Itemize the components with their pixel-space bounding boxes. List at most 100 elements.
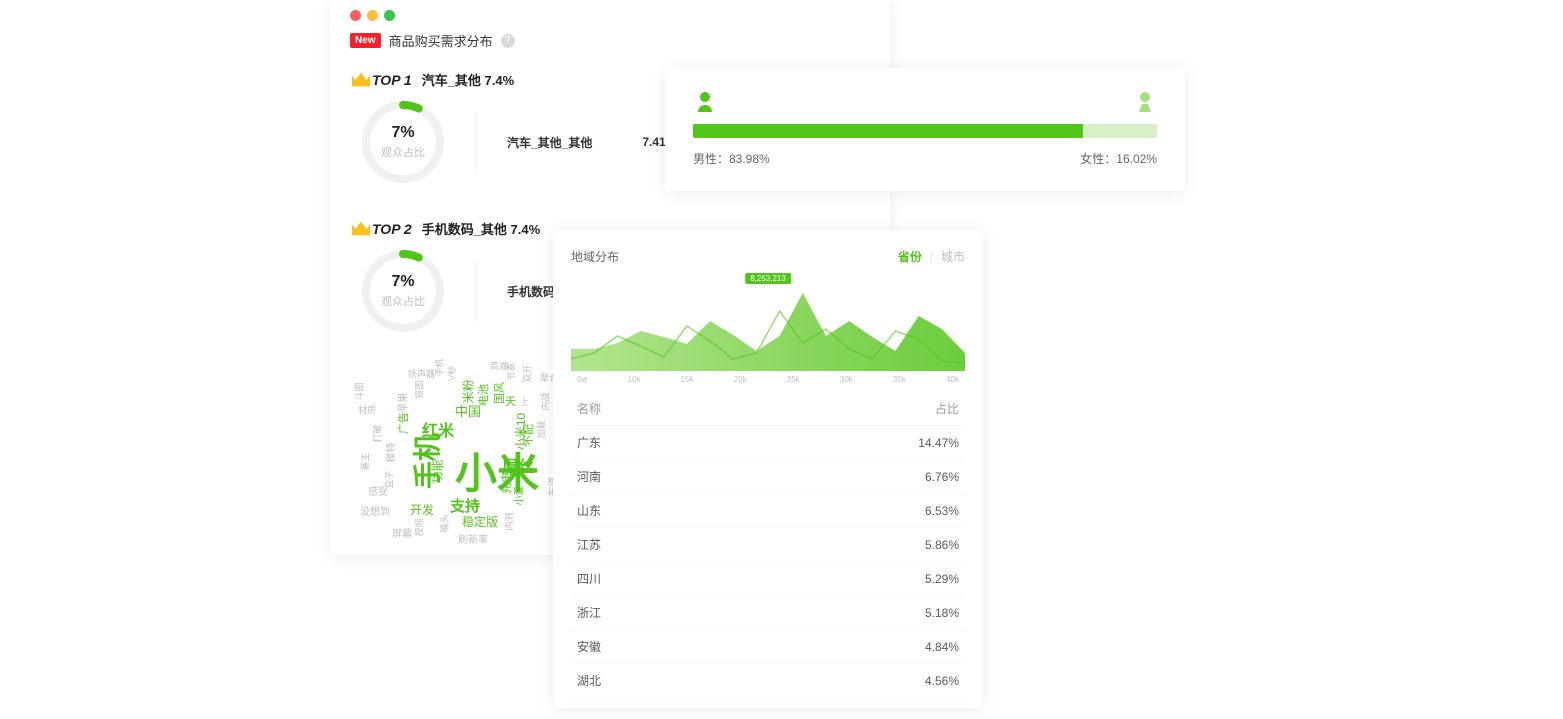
region-percent: 6.76%	[731, 460, 965, 494]
female-percent-label: 女性：16.02%	[1080, 150, 1157, 167]
cloud-word: 视频	[413, 518, 426, 536]
x-axis-label: 10k	[627, 375, 640, 384]
maximize-icon[interactable]	[384, 10, 395, 21]
table-row: 四川 5.29%	[571, 562, 965, 596]
x-axis-label: 0w	[577, 375, 587, 384]
ring-percent: 7%	[391, 124, 414, 142]
window-controls	[350, 10, 870, 21]
gender-panel: 男性：83.98% 女性：16.02%	[665, 68, 1185, 191]
audience-ring: 7% 观众占比	[360, 248, 446, 334]
sub-row: 汽车_其他_其他 7.41%	[507, 134, 676, 151]
table-row: 浙江 5.18%	[571, 596, 965, 630]
x-axis-label: 30k	[840, 375, 853, 384]
top-rank: TOP 1	[372, 72, 412, 88]
table-row: 河南 6.76%	[571, 460, 965, 494]
table-row: 湖北 4.56%	[571, 664, 965, 698]
info-icon[interactable]: ?	[501, 34, 515, 48]
minimize-icon[interactable]	[367, 10, 378, 21]
cloud-word: 高端	[490, 359, 508, 372]
region-name: 四川	[571, 562, 731, 596]
cloud-word: 扬声器	[408, 367, 435, 380]
x-axis-label: 35k	[893, 375, 906, 384]
cloud-word: 内测	[503, 512, 516, 530]
ring-sublabel: 观众占比	[381, 293, 425, 309]
region-percent: 5.18%	[731, 596, 965, 630]
region-tabs: 省份 | 城市	[898, 248, 965, 265]
cloud-word: 红米	[422, 417, 454, 441]
region-table: 名称 占比 广东 14.47% 河南 6.76% 山东 6.53% 江苏 5.8…	[571, 392, 965, 698]
ring-sublabel: 观众占比	[381, 144, 425, 160]
region-name: 江苏	[571, 528, 731, 562]
cloud-word: 噱头	[438, 514, 451, 532]
top-category: 汽车_其他 7.4%	[422, 70, 514, 89]
cloud-word: 抠图	[413, 380, 426, 398]
x-axis-label: 40k	[946, 375, 959, 384]
crown-icon	[350, 220, 372, 238]
cloud-word: V标	[445, 366, 458, 381]
gender-bar	[693, 124, 1157, 138]
cloud-word: 盒子	[383, 470, 396, 488]
cloud-word: 加载	[535, 420, 548, 438]
tab-province[interactable]: 省份	[898, 248, 922, 265]
male-percent-label: 男性：83.98%	[693, 150, 770, 167]
region-name: 安徽	[571, 630, 731, 664]
region-name: 广东	[571, 426, 731, 460]
cloud-word: 没想到	[360, 503, 390, 518]
section-header: New 商品购买需求分布 ?	[350, 31, 870, 50]
x-axis-label: 25k	[787, 375, 800, 384]
cloud-word: 寨主	[359, 452, 372, 470]
region-percent: 4.56%	[731, 664, 965, 698]
cloud-word: 功能	[429, 459, 446, 483]
table-row: 江苏 5.86%	[571, 528, 965, 562]
female-icon	[1133, 90, 1157, 114]
cloud-word: 稳定版	[462, 513, 498, 530]
region-percent: 5.86%	[731, 528, 965, 562]
region-area-chart: 8,253,213	[571, 271, 965, 371]
cloud-word: 苹果	[395, 393, 410, 413]
cloud-word: 模特	[383, 443, 398, 463]
top-category: 手机数码_其他 7.4%	[422, 219, 540, 238]
crown-icon	[350, 71, 372, 89]
divider	[476, 261, 477, 321]
audience-ring: 7% 观众占比	[360, 99, 446, 185]
region-name: 河南	[571, 460, 731, 494]
cloud-word: 刷新率	[458, 531, 488, 546]
section-title: 商品购买需求分布	[389, 31, 493, 50]
tab-separator: |	[930, 250, 933, 264]
cloud-word: 内战	[539, 392, 552, 410]
table-col-name: 名称	[571, 392, 731, 426]
ring-percent: 7%	[391, 273, 414, 291]
region-percent: 4.84%	[731, 630, 965, 664]
table-row: 广东 14.47%	[571, 426, 965, 460]
region-name: 山东	[571, 494, 731, 528]
gender-icons-row	[693, 90, 1157, 114]
word-cloud: 小米手机红米中国米粉功能电池支持稳定版屌丝国风天小米10不配充电小爱开发广告感受…	[350, 355, 575, 545]
cloud-word: 屏幕	[392, 525, 412, 540]
divider	[476, 112, 477, 172]
region-percent: 14.47%	[731, 426, 965, 460]
cloud-word: 打破	[371, 424, 384, 442]
gender-bar-fill	[693, 124, 1083, 138]
x-axis-label: 20k	[734, 375, 747, 384]
region-title: 地域分布	[571, 248, 619, 265]
cloud-word: 电池	[475, 384, 491, 406]
gender-labels: 男性：83.98% 女性：16.02%	[693, 150, 1157, 167]
region-name: 湖北	[571, 664, 731, 698]
top-rank: TOP 2	[372, 221, 412, 237]
cloud-word: 材质	[358, 403, 376, 416]
tab-city[interactable]: 城市	[941, 248, 965, 265]
cloud-word: 广告	[395, 412, 411, 434]
region-name: 浙江	[571, 596, 731, 630]
region-percent: 5.29%	[731, 562, 965, 596]
sub-name: 汽车_其他_其他	[507, 134, 592, 151]
x-axis-label: 15k	[681, 375, 694, 384]
chart-tooltip: 8,253,213	[745, 273, 791, 284]
cloud-word: 开发	[410, 501, 434, 518]
cloud-word: 手机	[433, 358, 446, 376]
close-icon[interactable]	[350, 10, 361, 21]
table-col-pct: 占比	[731, 392, 965, 426]
table-row: 山东 6.53%	[571, 494, 965, 528]
male-icon	[693, 90, 717, 114]
region-percent: 6.53%	[731, 494, 965, 528]
new-badge: New	[350, 33, 381, 48]
